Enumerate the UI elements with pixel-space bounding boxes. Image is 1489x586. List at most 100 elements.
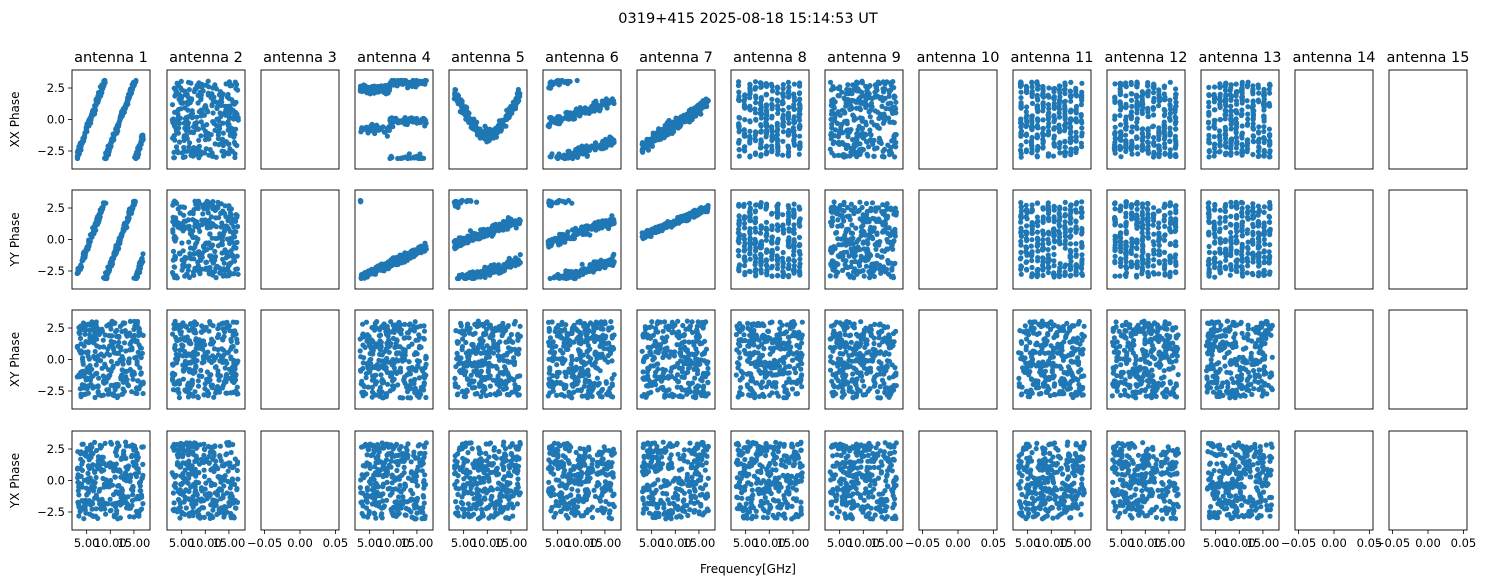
data-point <box>228 211 234 218</box>
data-point <box>493 466 500 472</box>
data-point <box>397 482 403 489</box>
data-point <box>460 501 466 507</box>
data-point <box>414 393 420 399</box>
data-point <box>91 353 97 360</box>
data-point <box>407 498 413 504</box>
data-point <box>574 77 580 84</box>
data-point <box>365 384 371 390</box>
data-point <box>87 447 93 454</box>
data-point <box>500 476 506 482</box>
subplot-panel: −2.50.02.5XY Phase <box>8 309 151 410</box>
data-point <box>396 446 403 452</box>
data-point <box>178 473 184 479</box>
data-point <box>467 480 473 486</box>
data-point <box>483 326 490 333</box>
data-point <box>138 493 144 499</box>
data-point <box>207 224 214 230</box>
data-point <box>477 126 483 132</box>
data-point <box>454 504 460 511</box>
data-point <box>457 467 463 473</box>
data-point <box>85 243 92 249</box>
data-point <box>83 248 89 254</box>
data-point <box>475 492 481 498</box>
data-point <box>184 334 190 340</box>
data-point <box>394 467 400 474</box>
data-point <box>179 240 185 246</box>
data-point <box>202 350 208 356</box>
data-point <box>121 448 127 454</box>
data-point <box>390 386 396 392</box>
data-point <box>101 275 107 281</box>
data-point <box>80 256 86 262</box>
data-point <box>80 459 86 465</box>
data-point <box>506 463 512 469</box>
data-point <box>231 245 237 251</box>
y-tick-label: −2.5 <box>37 144 65 158</box>
data-point <box>92 394 98 401</box>
data-point <box>474 199 480 205</box>
data-point <box>203 265 209 271</box>
data-point <box>384 497 390 503</box>
data-point <box>394 351 400 357</box>
data-point <box>140 390 146 397</box>
data-point <box>175 322 181 328</box>
data-point <box>140 444 146 450</box>
data-point <box>109 321 115 327</box>
data-point <box>117 515 123 521</box>
data-point <box>498 380 504 386</box>
data-point <box>422 472 428 478</box>
data-point <box>93 362 99 368</box>
data-point <box>373 127 379 133</box>
data-point <box>217 126 223 132</box>
data-point <box>361 355 367 361</box>
data-point <box>201 473 208 480</box>
data-point <box>213 207 219 213</box>
subplot-frame <box>260 309 340 410</box>
data-point <box>197 201 203 207</box>
data-point <box>107 496 113 502</box>
data-point <box>201 452 207 458</box>
data-point <box>203 104 209 110</box>
data-point <box>89 478 95 484</box>
data-point <box>508 458 514 464</box>
subplot-frame <box>260 189 340 290</box>
data-point <box>83 377 89 383</box>
data-point <box>379 358 385 364</box>
data-point <box>140 472 146 478</box>
data-point <box>91 323 97 329</box>
data-point <box>138 257 144 263</box>
data-point <box>399 77 405 84</box>
data-point <box>501 364 508 370</box>
data-point <box>483 506 489 512</box>
data-point <box>497 327 503 333</box>
data-point <box>200 125 206 131</box>
y-tick-label: 0.0 <box>47 113 65 127</box>
data-point <box>175 454 181 460</box>
data-point <box>85 470 91 476</box>
data-point <box>213 364 219 370</box>
data-point <box>127 347 133 353</box>
data-point <box>505 324 511 330</box>
data-point <box>91 484 98 490</box>
data-point <box>224 103 230 110</box>
data-point <box>393 357 399 363</box>
data-point <box>369 501 375 507</box>
data-point <box>235 476 241 482</box>
data-point <box>187 210 193 216</box>
subplot-panel <box>354 189 434 290</box>
data-point <box>139 137 145 143</box>
data-point <box>231 229 237 235</box>
data-point <box>221 334 227 340</box>
data-point <box>480 383 486 389</box>
data-point <box>371 510 377 516</box>
data-point <box>379 85 385 91</box>
data-point <box>415 455 421 461</box>
data-point <box>370 485 376 491</box>
data-point <box>216 322 222 328</box>
data-point <box>495 486 501 492</box>
data-point <box>410 78 416 84</box>
data-point <box>370 338 376 345</box>
data-point <box>93 474 99 481</box>
data-point <box>408 378 414 384</box>
data-point <box>219 474 225 481</box>
